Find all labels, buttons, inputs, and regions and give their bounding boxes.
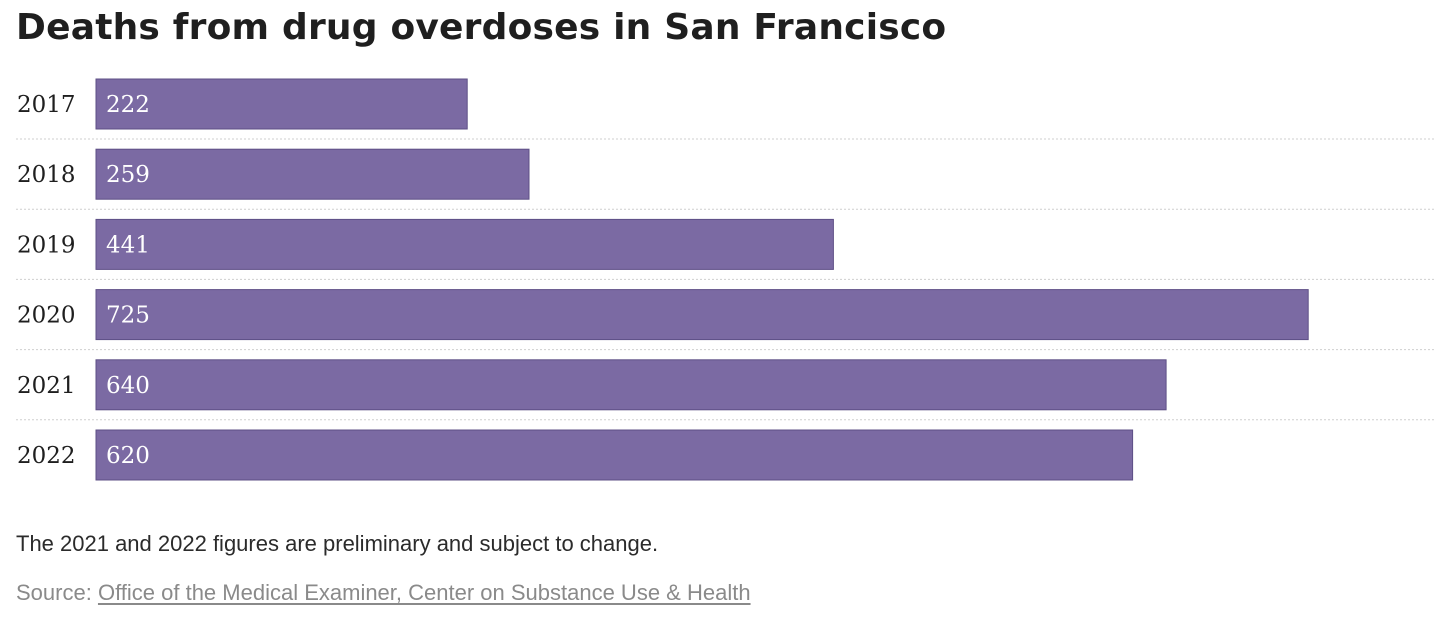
chart-note: The 2021 and 2022 figures are preliminar… — [16, 531, 659, 556]
source-link[interactable]: Office of the Medical Examiner, Center o… — [97, 580, 751, 605]
bar-2022 — [95, 429, 1134, 481]
value-label-2021: 640 — [106, 373, 150, 399]
value-label-2022: 620 — [106, 443, 150, 469]
category-label-2018: 2018 — [17, 162, 76, 188]
value-label-2018: 259 — [106, 162, 150, 188]
value-label-2017: 222 — [106, 92, 150, 118]
bar-2018 — [95, 148, 530, 200]
value-label-2020: 725 — [106, 303, 150, 329]
bar-2017 — [95, 78, 468, 130]
source-prefix: Source: — [16, 580, 92, 605]
category-label-2020: 2020 — [17, 303, 76, 329]
bar-chart: 2017 222 2018 259 2019 441 2020 725 2021 640 2022 6… — [16, 78, 1434, 481]
bar-2020 — [95, 289, 1309, 341]
category-label-2017: 2017 — [17, 92, 76, 118]
category-label-2021: 2021 — [17, 373, 76, 399]
bar-2019 — [95, 218, 834, 270]
category-label-2022: 2022 — [17, 443, 76, 469]
bar-2021 — [95, 359, 1167, 411]
chart-source: Source: Office of the Medical Examiner, … — [16, 579, 751, 607]
chart-title: Deaths from drug overdoses in San Franci… — [16, 7, 947, 48]
category-label-2019: 2019 — [17, 232, 76, 258]
value-label-2019: 441 — [106, 232, 150, 258]
